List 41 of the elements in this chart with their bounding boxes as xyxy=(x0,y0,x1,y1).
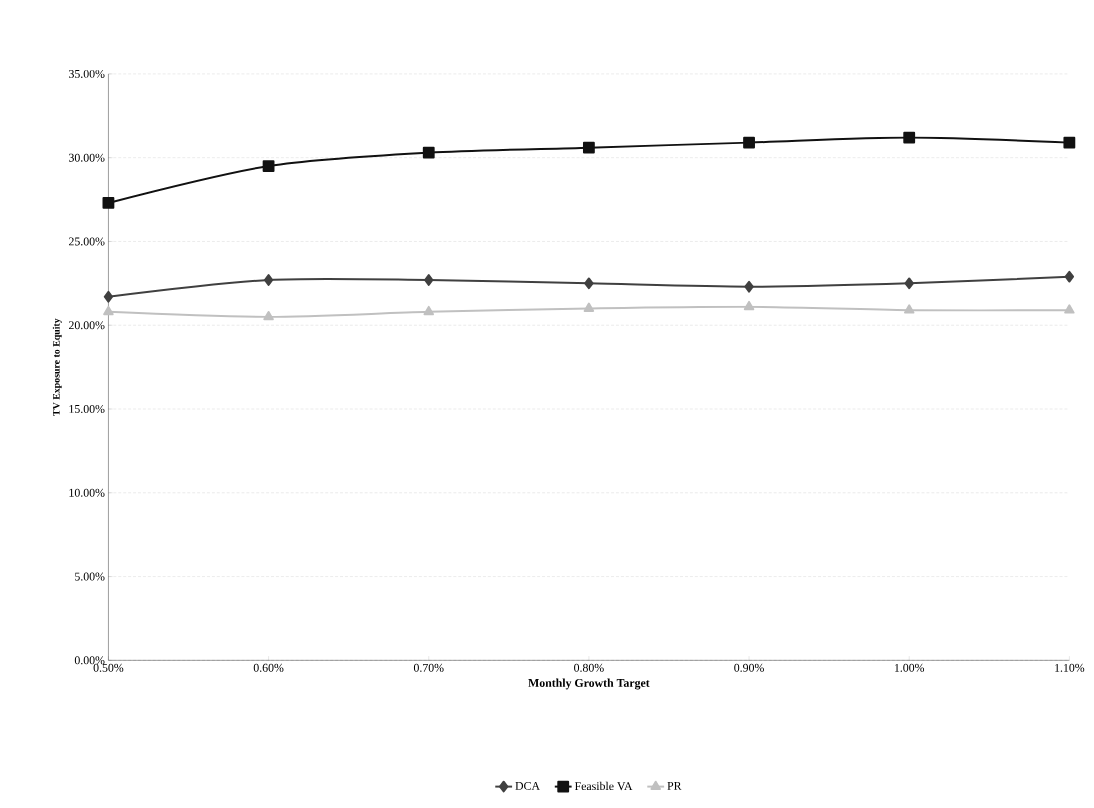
y-tick-label: 25.00% xyxy=(69,237,105,246)
point xyxy=(263,274,274,286)
y-tick-label: 30.00% xyxy=(69,153,105,162)
point xyxy=(743,300,755,311)
x-tick-label: 0.60% xyxy=(253,663,284,672)
y-tick-label: 10.00% xyxy=(69,488,105,497)
point xyxy=(903,131,916,144)
x-tick-label: 0.70% xyxy=(413,663,444,672)
x-tick-label: 0.90% xyxy=(734,663,764,672)
point xyxy=(583,302,595,312)
legend-label: Feasible VA xyxy=(574,781,633,791)
x-tick-label: 0.80% xyxy=(574,663,604,672)
point xyxy=(422,146,435,159)
point xyxy=(743,136,755,149)
point xyxy=(424,274,434,286)
x-tick-label: 1.10% xyxy=(1055,663,1085,672)
point xyxy=(1063,136,1076,149)
point xyxy=(262,160,275,172)
y-axis-title: TV Exposure to Equity xyxy=(52,318,62,416)
x-axis-title: Monthly Growth Target xyxy=(528,678,650,690)
x-tick-label: 0.50% xyxy=(93,663,124,672)
y-tick-label: 5.00% xyxy=(75,572,105,581)
y-tick-label: 20.00% xyxy=(69,321,105,330)
point xyxy=(584,277,594,290)
x-tick-label: 1.00% xyxy=(894,663,925,672)
point xyxy=(904,277,914,290)
point xyxy=(744,280,754,293)
legend-label: PR xyxy=(667,781,682,790)
point xyxy=(903,304,915,314)
point xyxy=(423,305,434,316)
point xyxy=(103,305,114,316)
y-tick-label: 0.00% xyxy=(74,656,105,665)
y-tick-label: 15.00% xyxy=(69,404,105,413)
y-tick-label: 35.00% xyxy=(69,69,105,78)
point xyxy=(103,290,114,303)
legend-label: DCA xyxy=(515,781,540,790)
point xyxy=(1064,304,1075,314)
point xyxy=(1064,270,1075,283)
point xyxy=(582,141,595,154)
point xyxy=(263,310,274,321)
point xyxy=(102,196,115,209)
